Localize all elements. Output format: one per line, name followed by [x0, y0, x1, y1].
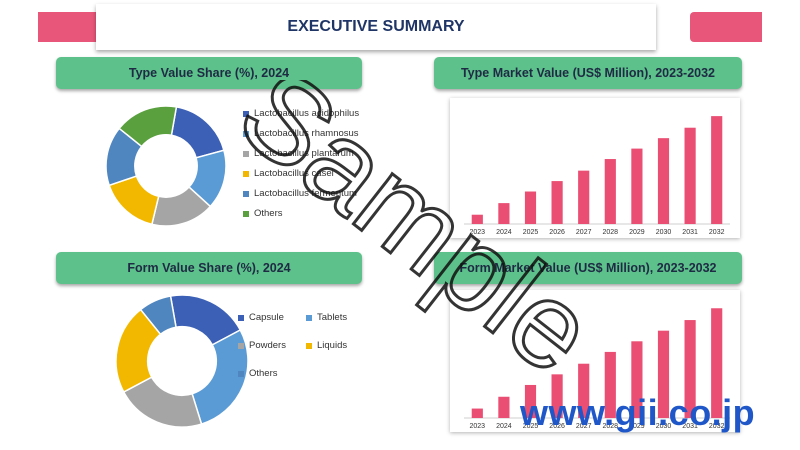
legend-item: Liquids — [306, 340, 376, 351]
legend-swatch — [243, 130, 249, 137]
x-tick-label: 2026 — [549, 423, 565, 430]
donut-slice-lactobacillus-acidophilus — [170, 106, 225, 159]
legend-swatch — [243, 150, 249, 157]
type-share-donut — [105, 105, 227, 227]
x-tick-label: 2023 — [470, 423, 486, 430]
legend-label: Capsule — [249, 312, 284, 323]
x-tick-label: 2032 — [709, 423, 725, 430]
legend-swatch — [238, 370, 244, 377]
bar-2030 — [657, 330, 670, 418]
x-tick-label: 2024 — [496, 229, 512, 236]
bar-2027 — [578, 170, 590, 224]
legend-item: Lactobacillus fermentum — [243, 188, 359, 199]
bar-2023 — [471, 214, 483, 224]
form-market-bar-chart: 2023 2024 2025 2026 2027 2028 2029 2030 2031 2032 — [464, 308, 730, 430]
type-market-bar-chart: 2023 2024 2025 2026 2027 2028 2029 2030 2031 2032 — [464, 116, 730, 236]
legend-label: Tablets — [317, 312, 348, 323]
legend-swatch — [238, 314, 244, 321]
legend-item: Powders — [238, 340, 306, 351]
x-tick-label: 2027 — [576, 229, 592, 236]
bar-2030 — [657, 138, 670, 224]
bar-2031 — [684, 320, 696, 418]
form-market-panel: 2023 2024 2025 2026 2027 2028 2029 2030 2031 2032 — [450, 290, 740, 432]
donut-slice-others — [118, 105, 178, 148]
legend-swatch — [243, 210, 249, 217]
legend-swatch — [238, 342, 244, 349]
legend-label: Lactobacillus casei — [254, 168, 334, 179]
type-share-legend: Lactobacillus acidophilus Lactobacillus r… — [243, 108, 359, 219]
legend-item: Lactobacillus plantarum — [243, 148, 359, 159]
bar-2024 — [498, 396, 510, 418]
bar-2023 — [471, 408, 483, 418]
chart-title-form-share: Form Value Share (%), 2024 — [56, 252, 362, 284]
bar-2027 — [578, 363, 590, 418]
legend-item: Lactobacillus rhamnosus — [243, 128, 359, 139]
header-accent-right — [690, 12, 762, 42]
legend-label: Lactobacillus acidophilus — [254, 108, 360, 119]
site-watermark: www.gii.co.jp — [520, 392, 756, 433]
x-tick-label: 2032 — [709, 229, 725, 236]
legend-label: Liquids — [317, 340, 348, 351]
bar-2025 — [524, 191, 537, 224]
legend-swatch — [306, 342, 312, 349]
legend-label: Powders — [249, 340, 286, 351]
legend-swatch — [243, 170, 249, 177]
legend-swatch — [243, 190, 249, 197]
x-tick-label: 2029 — [629, 229, 645, 236]
bar-2032 — [711, 308, 723, 418]
bar-2028 — [604, 159, 616, 224]
x-tick-label: 2028 — [603, 423, 619, 430]
chart-title-type-market: Type Market Value (US$ Million), 2023-20… — [434, 57, 742, 89]
legend-item: Tablets — [306, 312, 376, 323]
legend-label: Lactobacillus rhamnosus — [254, 128, 359, 139]
x-tick-label: 2024 — [496, 423, 512, 430]
legend-item: Capsule — [238, 312, 306, 323]
bar-2024 — [498, 203, 510, 224]
bar-2031 — [684, 127, 696, 224]
page-title: EXECUTIVE SUMMARY — [96, 4, 656, 50]
x-tick-label: 2026 — [549, 229, 565, 236]
chart-title-form-market: Form Market Value (US$ Million), 2023-20… — [434, 252, 742, 284]
legend-label: Lactobacillus fermentum — [254, 188, 357, 199]
x-tick-label: 2023 — [470, 229, 486, 236]
x-tick-label: 2029 — [629, 423, 645, 430]
legend-label: Others — [254, 208, 283, 219]
x-tick-label: 2025 — [523, 423, 539, 430]
bar-2029 — [631, 341, 643, 418]
legend-item: Others — [243, 208, 359, 219]
bar-2026 — [551, 374, 563, 418]
x-tick-label: 2028 — [603, 229, 619, 236]
legend-item: Lactobacillus acidophilus — [243, 108, 359, 119]
form-share-donut — [115, 294, 249, 428]
legend-label: Lactobacillus plantarum — [254, 148, 354, 159]
type-market-panel: 2023 2024 2025 2026 2027 2028 2029 2030 2031 2032 — [450, 98, 740, 238]
donut-slice-tablets — [191, 329, 249, 425]
x-tick-label: 2030 — [656, 229, 672, 236]
chart-title-type-share: Type Value Share (%), 2024 — [56, 57, 362, 89]
x-tick-label: 2027 — [576, 423, 592, 430]
donut-slice-others — [139, 295, 177, 336]
bar-2026 — [551, 181, 563, 224]
form-share-legend: Capsule Tablets Powders Liquids Others — [238, 312, 376, 379]
x-tick-label: 2025 — [523, 229, 539, 236]
legend-item: Others — [238, 368, 306, 379]
legend-label: Others — [249, 368, 278, 379]
bar-2025 — [524, 384, 537, 418]
legend-swatch — [306, 314, 312, 321]
x-tick-label: 2031 — [682, 423, 698, 430]
x-tick-label: 2031 — [682, 229, 698, 236]
legend-item: Lactobacillus casei — [243, 168, 359, 179]
bar-2032 — [711, 116, 723, 224]
legend-swatch — [243, 110, 249, 117]
bar-2029 — [631, 148, 643, 224]
x-tick-label: 2030 — [656, 423, 672, 430]
bar-2028 — [604, 351, 616, 418]
